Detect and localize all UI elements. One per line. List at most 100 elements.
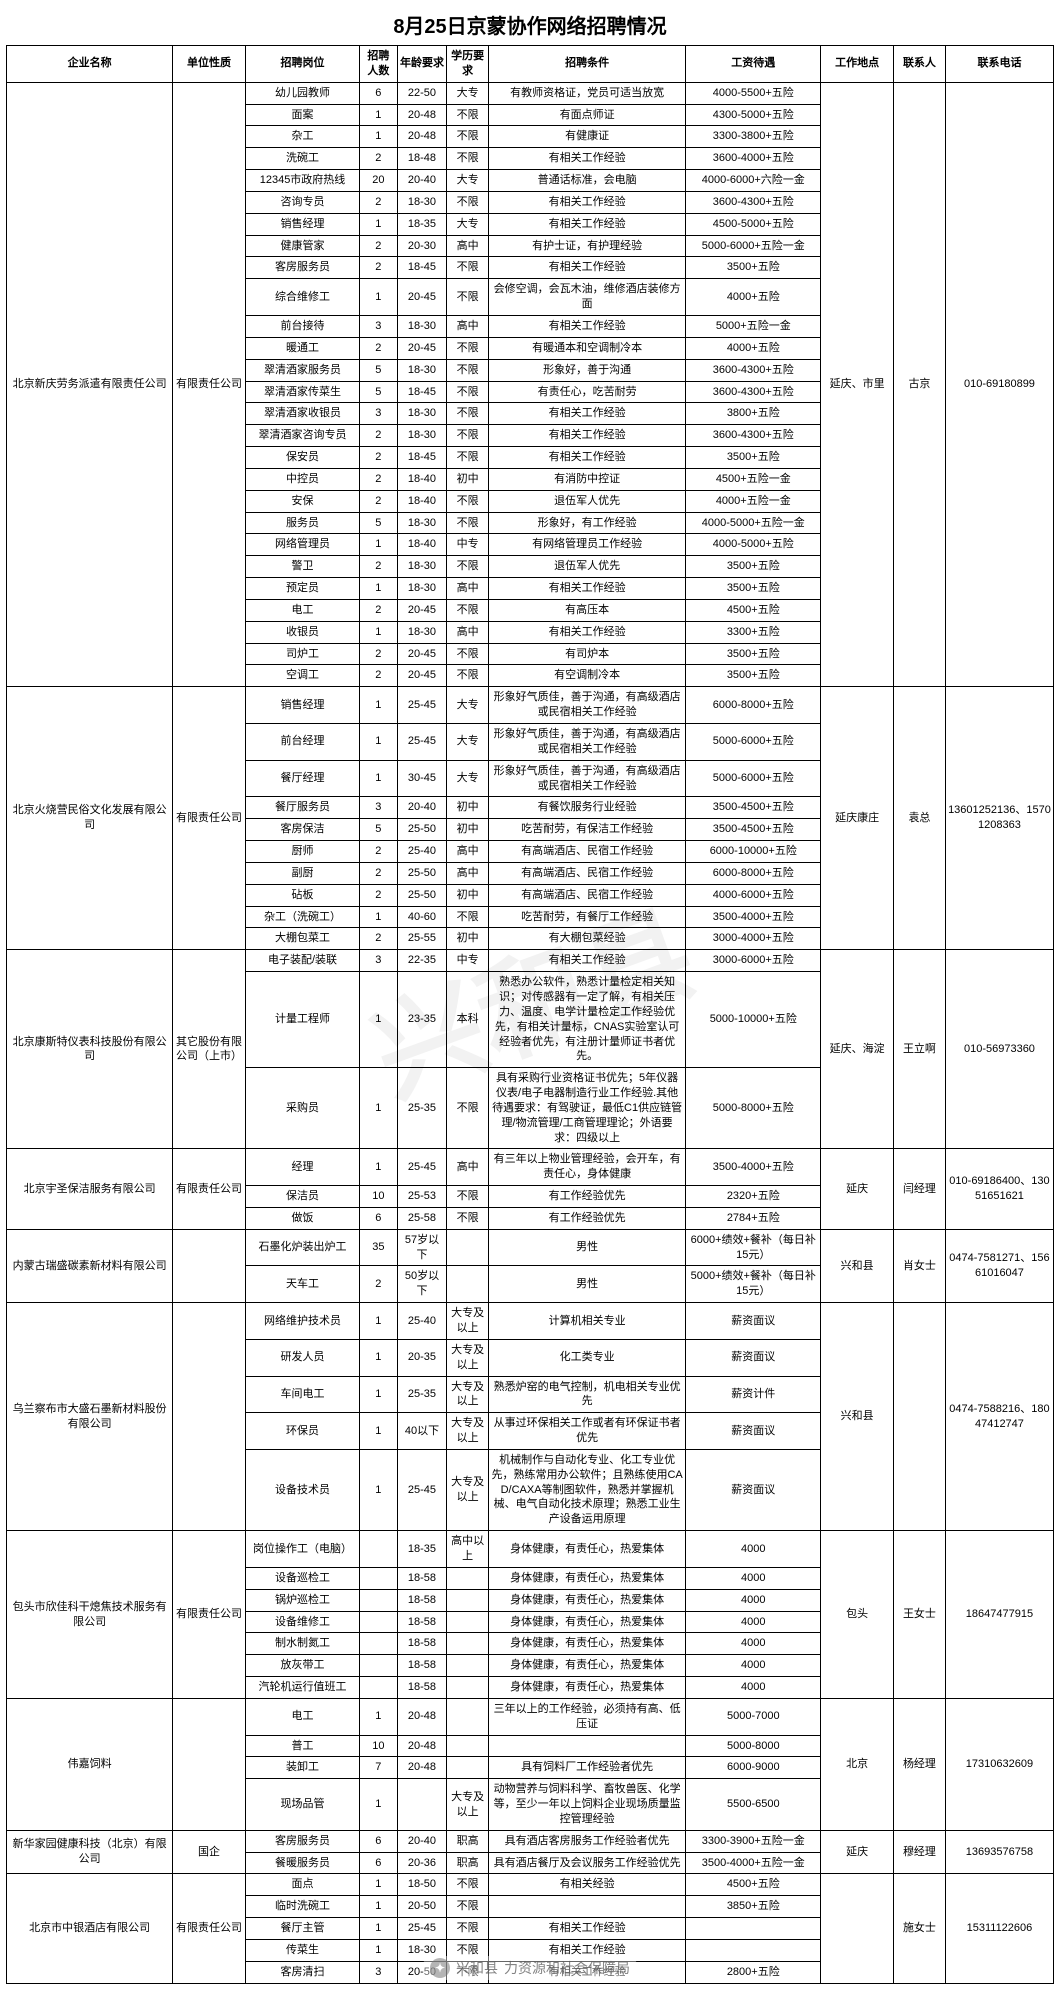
cell-count: 1 [360,104,397,126]
cell-age: 18-35 [397,1531,447,1568]
cell-count: 1 [360,1896,397,1918]
cell-position: 司炉工 [245,643,359,665]
cell-cond: 有网络管理员工作经验 [488,534,685,556]
cell-type: 国企 [173,1830,246,1874]
cell-phone: 18647477915 [945,1531,1053,1699]
cell-position: 幼儿园教师 [245,82,359,104]
cell-edu: 大专 [447,170,489,192]
cell-position: 服务员 [245,512,359,534]
cell-cond: 有相关经验 [488,1874,685,1896]
cell-edu: 不限 [447,490,489,512]
cell-cond: 形象好，有工作经验 [488,512,685,534]
cell-edu: 初中 [447,819,489,841]
cell-age: 20-40 [397,797,447,819]
cell-age: 18-30 [397,621,447,643]
cell-salary: 4000 [686,1677,821,1699]
cell-age: 20-45 [397,599,447,621]
cell-age: 40-60 [397,906,447,928]
cell-edu: 高中 [447,621,489,643]
cell-cond: 有暖通本和空调制冷本 [488,337,685,359]
cell-position: 收银员 [245,621,359,643]
cell-count: 1 [360,1918,397,1940]
cell-salary: 3500+五险 [686,257,821,279]
cell-position: 翠清酒家传菜生 [245,381,359,403]
cell-position: 厨师 [245,841,359,863]
cell-age: 40以下 [397,1413,447,1450]
cell-count: 3 [360,797,397,819]
cell-position: 前台接待 [245,315,359,337]
cell-position: 客房清扫 [245,1961,359,1983]
cell-position: 制水制氮工 [245,1633,359,1655]
cell-loc: 延庆 [821,1149,894,1229]
cell-age: 18-30 [397,556,447,578]
cell-age: 30-45 [397,760,447,797]
cell-cond: 有相关工作经验 [488,191,685,213]
cell-age: 25-53 [397,1186,447,1208]
cell-cond: 具有饲料厂工作经验者优先 [488,1757,685,1779]
cell-edu [447,1589,489,1611]
cell-position: 普工 [245,1735,359,1757]
cell-position: 销售经理 [245,213,359,235]
cell-salary: 4000+五险 [686,279,821,316]
cell-cond [488,1735,685,1757]
cell-count: 7 [360,1757,397,1779]
cell-edu: 大专及以上 [447,1376,489,1413]
cell-age: 18-30 [397,359,447,381]
cell-company: 北京康斯特仪表科技股份有限公司 [7,950,173,1149]
cell-salary: 3000-6000+五险 [686,950,821,972]
cell-company: 伟嘉饲料 [7,1698,173,1830]
cell-edu: 职高 [447,1830,489,1852]
cell-age: 25-35 [397,1376,447,1413]
cell-count: 1 [360,906,397,928]
cell-cond: 形象好，善于沟通 [488,359,685,381]
cell-salary: 4500+五险一金 [686,468,821,490]
cell-edu: 不限 [447,643,489,665]
cell-salary: 3500-4000+五险 [686,1149,821,1186]
cell-age: 20-45 [397,337,447,359]
cell-edu [447,1266,489,1303]
cell-age: 57岁以下 [397,1229,447,1266]
cell-cond: 退伍军人优先 [488,490,685,512]
cell-edu: 高中 [447,235,489,257]
cell-position: 杂工（洗碗工） [245,906,359,928]
cell-count: 1 [360,126,397,148]
cell-cond: 有空调制冷本 [488,665,685,687]
cell-count [360,1655,397,1677]
table-row: 新华家园健康科技（北京）有限公司国企客房服务员620-40职高具有酒店客房服务工… [7,1830,1054,1852]
cell-position: 空调工 [245,665,359,687]
cell-position: 翠清酒家收银员 [245,403,359,425]
cell-salary [686,1918,821,1940]
cell-count: 5 [360,381,397,403]
cell-count: 2 [360,425,397,447]
cell-age: 20-40 [397,170,447,192]
cell-salary: 5000-6000+五险 [686,760,821,797]
cell-age: 20-45 [397,665,447,687]
cell-type [173,1229,246,1302]
cell-edu: 高中以上 [447,1531,489,1568]
cell-edu: 大专 [447,82,489,104]
cell-salary: 5000+五险一金 [686,315,821,337]
cell-edu: 大专及以上 [447,1303,489,1340]
cell-age: 18-45 [397,447,447,469]
cell-cond: 有工作经验优先 [488,1186,685,1208]
cell-age: 25-45 [397,724,447,761]
cell-age: 18-45 [397,257,447,279]
cell-loc: 延庆 [821,1830,894,1874]
cell-position: 放灰带工 [245,1655,359,1677]
cell-loc: 延庆康庄 [821,687,894,950]
cell-position: 网络管理员 [245,534,359,556]
cell-edu: 不限 [447,359,489,381]
cell-cond: 有相关工作经验 [488,403,685,425]
cell-edu: 不限 [447,148,489,170]
cell-cond: 会修空调，会瓦木油，维修酒店装修方面 [488,279,685,316]
cell-cond: 从事过环保相关工作或者有环保证书者优先 [488,1413,685,1450]
cell-phone: 010-69180899 [945,82,1053,687]
cell-salary: 2320+五险 [686,1186,821,1208]
cell-count: 6 [360,82,397,104]
cell-age: 18-30 [397,403,447,425]
cell-count: 10 [360,1735,397,1757]
cell-cond: 有相关工作经验 [488,257,685,279]
cell-edu [447,1567,489,1589]
cell-edu: 不限 [447,381,489,403]
cell-age: 18-30 [397,1940,447,1962]
